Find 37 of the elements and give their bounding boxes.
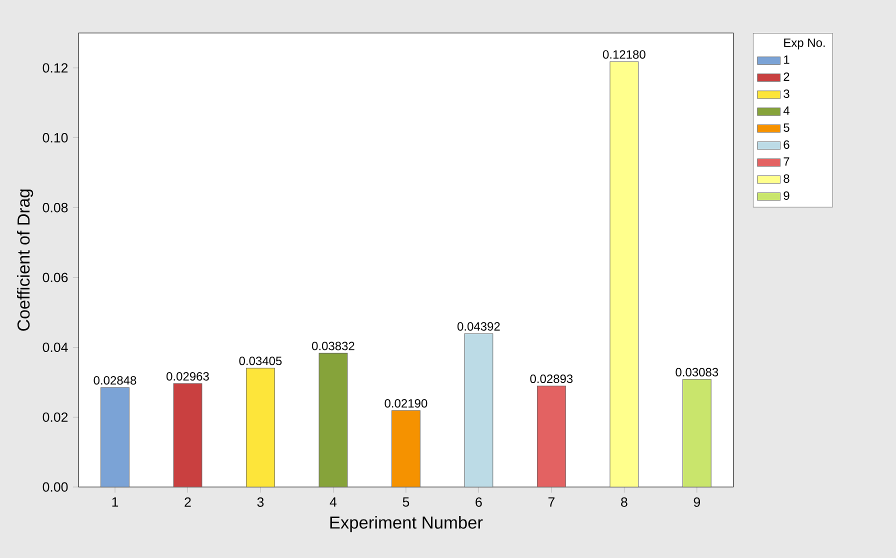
legend-title: Exp No. bbox=[784, 38, 825, 50]
x-tick-label: 8 bbox=[621, 497, 628, 507]
legend-label: 6 bbox=[784, 140, 790, 149]
x-tick-label: 3 bbox=[257, 497, 264, 507]
data-label: 0.04392 bbox=[457, 322, 500, 331]
data-label: 0.03832 bbox=[312, 342, 354, 350]
y-tick-label: 0.00 bbox=[42, 482, 68, 492]
legend-label: 4 bbox=[783, 106, 790, 115]
x-tick-label: 1 bbox=[112, 497, 118, 507]
legend-label: 9 bbox=[784, 191, 790, 200]
y-tick-label: 0.12 bbox=[42, 63, 68, 73]
data-label: 0.02893 bbox=[530, 374, 573, 384]
legend-label: 3 bbox=[784, 89, 790, 98]
legend-label: 5 bbox=[784, 123, 790, 132]
y-tick-label: 0.04 bbox=[42, 342, 68, 352]
x-axis-title: Experiment Number bbox=[330, 516, 483, 532]
x-tick-label: 9 bbox=[694, 497, 700, 507]
legend-label: 7 bbox=[784, 157, 790, 166]
x-tick-label: 6 bbox=[476, 497, 482, 507]
x-tick-label: 4 bbox=[330, 497, 337, 507]
data-label: 0.02190 bbox=[384, 399, 428, 408]
legend-label: 1 bbox=[784, 56, 790, 64]
x-tick-label: 5 bbox=[402, 497, 410, 507]
legend-label: 8 bbox=[784, 174, 790, 183]
y-axis-title: Coefficient of Drag bbox=[16, 190, 34, 331]
data-label: 0.03405 bbox=[239, 356, 282, 366]
data-label: 0.12180 bbox=[602, 50, 646, 59]
data-label: 0.03083 bbox=[676, 368, 718, 376]
data-label: 0.02848 bbox=[94, 376, 136, 385]
data-label: 0.02963 bbox=[166, 372, 209, 381]
y-tick-label: 0.06 bbox=[42, 272, 68, 282]
x-tick-label: 7 bbox=[548, 497, 554, 507]
y-tick-label: 0.08 bbox=[42, 202, 68, 212]
x-tick-label: 2 bbox=[184, 497, 191, 507]
y-tick-label: 0.02 bbox=[42, 412, 68, 422]
legend-label: 2 bbox=[784, 72, 790, 81]
y-tick-label: 0.10 bbox=[42, 133, 68, 142]
